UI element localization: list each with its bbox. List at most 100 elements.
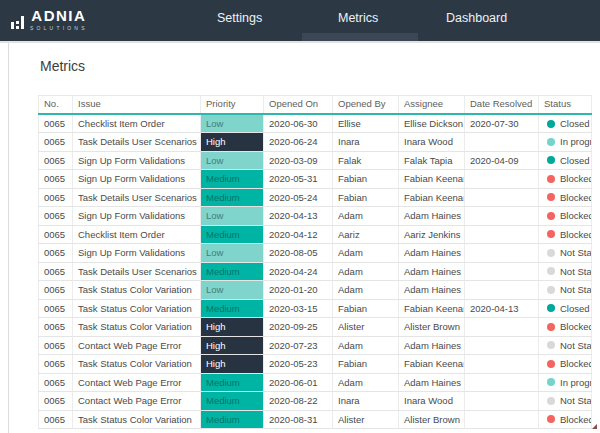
cell-opened_on: 2020-03-09 <box>264 151 333 170</box>
cell-date_resolved <box>465 410 539 429</box>
cell-assignee: Adam Haines <box>399 244 465 263</box>
status-label: In progress <box>560 377 592 388</box>
table-row[interactable]: 0065Sign Up Form ValidationsMedium2020-0… <box>39 170 592 189</box>
cell-priority: Medium <box>201 392 264 411</box>
column-header-no[interactable]: No. <box>39 96 73 115</box>
resize-handle[interactable] <box>592 424 597 429</box>
cell-priority: Medium <box>201 373 264 392</box>
table-row[interactable]: 0065Task Details User ScenariosMedium202… <box>39 262 592 281</box>
cell-date_resolved <box>465 373 539 392</box>
cell-date_resolved <box>465 355 539 374</box>
status-dot-blocked-icon <box>547 360 555 368</box>
cell-issue: Task Details User Scenarios <box>73 188 201 207</box>
table-row[interactable]: 0065Task Status Color VariationHigh2020-… <box>39 355 592 374</box>
cell-opened_by: Falak <box>333 151 399 170</box>
table-row[interactable]: 0065Task Status Color VariationHigh2020-… <box>39 318 592 337</box>
cell-issue: Contact Web Page Error <box>73 392 201 411</box>
status-dot-closed-icon <box>547 304 555 312</box>
table-row[interactable]: 0065Sign Up Form ValidationsLow2020-03-0… <box>39 151 592 170</box>
cell-opened_on: 2020-01-20 <box>264 281 333 300</box>
column-header-assignee[interactable]: Assignee <box>399 96 465 115</box>
cell-assignee: Adam Haines <box>399 281 465 300</box>
cell-issue: Task Status Color Variation <box>73 281 201 300</box>
status-dot-not-started-icon <box>547 341 555 349</box>
top-navigation-bar: ADNIA SOLUTIONS Settings Metrics Dashboa… <box>0 0 600 41</box>
cell-issue: Task Status Color Variation <box>73 355 201 374</box>
table-row[interactable]: 0065Task Status Color VariationMedium202… <box>39 299 592 318</box>
cell-opened_on: 2020-08-22 <box>264 392 333 411</box>
cell-assignee: Inara Wood <box>399 133 465 152</box>
status-label: Blocked <box>560 358 592 369</box>
cell-assignee: Fabian Keenan <box>399 299 465 318</box>
table-row[interactable]: 0065Checklist Item OrderMedium2020-04-12… <box>39 225 592 244</box>
bar-chart-logo-icon <box>11 16 24 31</box>
status-dot-not-started-icon <box>547 397 555 405</box>
cell-priority: High <box>201 133 264 152</box>
nav-item-metrics[interactable]: Metrics <box>338 11 378 25</box>
cell-assignee: Adam Haines <box>399 207 465 226</box>
cell-priority: Medium <box>201 170 264 189</box>
table-row[interactable]: 0065Contact Web Page ErrorMedium2020-06-… <box>39 373 592 392</box>
status-dot-not-started-icon <box>547 249 555 257</box>
cell-status: Closed <box>539 299 592 318</box>
status-label: Blocked <box>560 414 592 425</box>
table-row[interactable]: 0065Task Status Color VariationMedium202… <box>39 410 592 429</box>
cell-status: Not Started <box>539 392 592 411</box>
cell-issue: Task Status Color Variation <box>73 299 201 318</box>
cell-opened_on: 2020-04-12 <box>264 225 333 244</box>
cell-opened_by: Adam <box>333 262 399 281</box>
status-label: Closed <box>560 303 590 314</box>
cell-priority: Medium <box>201 299 264 318</box>
cell-date_resolved <box>465 225 539 244</box>
cell-opened_by: Alister <box>333 318 399 337</box>
cell-opened_on: 2020-09-25 <box>264 318 333 337</box>
cell-assignee: Adam Haines <box>399 262 465 281</box>
table-row[interactable]: 0065Task Status Color VariationLow2020-0… <box>39 281 592 300</box>
table-row[interactable]: 0065Sign Up Form ValidationsLow2020-04-1… <box>39 207 592 226</box>
cell-priority: Medium <box>201 188 264 207</box>
cell-opened_by: Fabian <box>333 170 399 189</box>
cell-date_resolved <box>465 392 539 411</box>
header-divider <box>0 41 600 43</box>
cell-priority: Medium <box>201 225 264 244</box>
column-header-status[interactable]: Status <box>539 96 592 115</box>
cell-status: Not Started <box>539 262 592 281</box>
nav-item-settings[interactable]: Settings <box>217 11 262 25</box>
cell-opened_on: 2020-05-23 <box>264 355 333 374</box>
column-header-issue[interactable]: Issue <box>73 96 201 115</box>
cell-no: 0065 <box>39 244 73 263</box>
table-row[interactable]: 0065Task Details User ScenariosHigh2020-… <box>39 133 592 152</box>
table-row[interactable]: 0065Contact Web Page ErrorHigh2020-07-23… <box>39 336 592 355</box>
cell-no: 0065 <box>39 299 73 318</box>
cell-assignee: Falak Tapia <box>399 151 465 170</box>
cell-date_resolved <box>465 188 539 207</box>
cell-opened_by: Ellise <box>333 114 399 133</box>
table-row[interactable]: 0065Sign Up Form ValidationsLow2020-08-0… <box>39 244 592 263</box>
cell-issue: Sign Up Form Validations <box>73 207 201 226</box>
cell-priority: High <box>201 336 264 355</box>
table-row[interactable]: 0065Task Details User ScenariosMedium202… <box>39 188 592 207</box>
status-dot-closed-icon <box>547 156 555 164</box>
column-header-priority[interactable]: Priority <box>201 96 264 115</box>
cell-opened_by: Aariz <box>333 225 399 244</box>
column-header-date-resolved[interactable]: Date Resolved <box>465 96 539 115</box>
cell-issue: Task Status Color Variation <box>73 318 201 337</box>
cell-date_resolved <box>465 336 539 355</box>
brand-tagline: SOLUTIONS <box>30 26 88 31</box>
cell-no: 0065 <box>39 355 73 374</box>
cell-date_resolved <box>465 244 539 263</box>
cell-no: 0065 <box>39 410 73 429</box>
cell-priority: Low <box>201 244 264 263</box>
cell-issue: Checklist Item Order <box>73 114 201 133</box>
cell-date_resolved: 2020-04-09 <box>465 151 539 170</box>
nav-item-dashboard[interactable]: Dashboard <box>446 11 507 25</box>
cell-opened_on: 2020-08-05 <box>264 244 333 263</box>
cell-issue: Task Details User Scenarios <box>73 133 201 152</box>
column-header-opened-by[interactable]: Opened By <box>333 96 399 115</box>
cell-issue: Sign Up Form Validations <box>73 170 201 189</box>
status-label: Not Started <box>560 284 592 295</box>
column-header-opened-on[interactable]: Opened On <box>264 96 333 115</box>
cell-no: 0065 <box>39 207 73 226</box>
table-row[interactable]: 0065Contact Web Page ErrorMedium2020-08-… <box>39 392 592 411</box>
table-row[interactable]: 0065Checklist Item OrderLow2020-06-30Ell… <box>39 114 592 133</box>
